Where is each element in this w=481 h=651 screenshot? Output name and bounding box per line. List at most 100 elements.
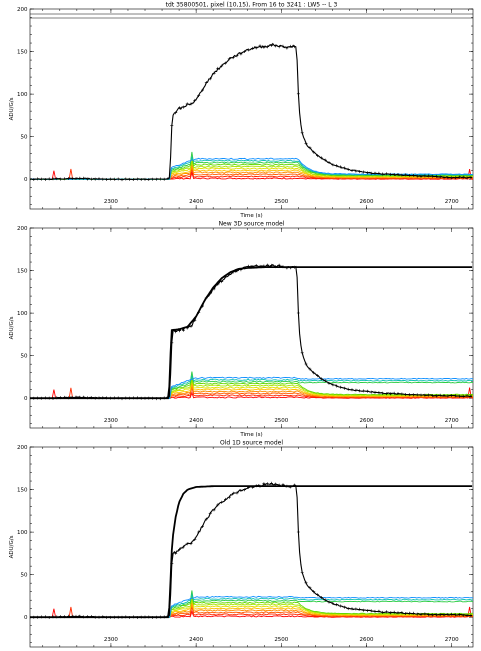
data-point: [419, 612, 423, 616]
data-point: [174, 330, 178, 334]
data-point: [197, 530, 201, 534]
data-point: [308, 146, 312, 150]
data-point: [408, 173, 411, 177]
data-point: [304, 141, 308, 145]
data-point: [346, 607, 350, 611]
data-point: [97, 177, 101, 181]
data-point: [151, 177, 155, 181]
data-point: [450, 176, 454, 180]
data-point: [400, 392, 404, 396]
data-point: [89, 177, 93, 181]
data-point: [408, 393, 411, 397]
data-point: [408, 611, 411, 615]
data-point: [404, 173, 408, 177]
data-point: [204, 81, 208, 85]
data-point: [327, 161, 331, 164]
data-point: [162, 177, 166, 181]
y-tick-label: 50: [21, 573, 28, 579]
data-point: [381, 172, 385, 176]
data-point: [339, 165, 342, 169]
data-point: [411, 393, 415, 397]
x-tick-label: 2300: [104, 637, 118, 643]
data-point: [377, 391, 381, 395]
data-point: [442, 613, 446, 617]
data-point: [316, 374, 319, 378]
data-point: [373, 390, 377, 394]
data-point: [243, 50, 247, 53]
x-tick-label: 2500: [274, 418, 288, 424]
data-point: [170, 124, 174, 128]
plot-frame: [29, 446, 474, 648]
y-axis-label: ADU/G/s: [9, 97, 15, 120]
data-point: [415, 612, 419, 616]
data-point: [63, 177, 66, 181]
data-point: [132, 178, 135, 181]
y-tick-label: 200: [17, 226, 28, 232]
data-point: [158, 177, 162, 181]
data-point: [47, 177, 51, 181]
data-point: [431, 613, 434, 617]
x-tick-label: 2500: [274, 199, 288, 205]
x-tick-label: 2300: [104, 199, 118, 205]
data-point: [189, 542, 193, 546]
data-point: [369, 609, 373, 613]
data-point: [427, 393, 431, 397]
y-tick-label: 200: [17, 7, 28, 13]
data-point: [385, 172, 388, 176]
data-point: [296, 92, 300, 96]
data-point: [362, 170, 365, 174]
data-point: [423, 393, 427, 397]
data-point: [304, 362, 308, 366]
data-point: [388, 392, 392, 396]
data-point: [427, 613, 431, 617]
data-point: [40, 177, 43, 181]
data-point: [369, 171, 373, 175]
data-point: [304, 581, 308, 585]
data-point: [427, 174, 431, 178]
data-point: [308, 586, 312, 590]
data-point: [415, 174, 419, 178]
y-axis-label: ADU/G/s: [9, 535, 15, 558]
data-point: [400, 611, 404, 615]
data-point: [419, 393, 423, 397]
data-point: [350, 388, 354, 392]
data-point: [423, 612, 427, 616]
data-point: [342, 386, 346, 390]
data-point: [296, 311, 300, 315]
data-point: [454, 176, 457, 180]
data-point: [51, 177, 55, 181]
data-point: [442, 175, 446, 179]
data-point: [461, 175, 465, 179]
data-point: [465, 613, 469, 617]
data-point: [220, 280, 224, 284]
data-point: [434, 613, 438, 617]
data-point: [216, 503, 220, 507]
data-point: [120, 178, 124, 182]
plot-area: [30, 481, 473, 619]
data-point: [457, 394, 461, 398]
x-tick-label: 2400: [189, 637, 203, 643]
data-point: [78, 176, 82, 180]
y-tick-label: 100: [17, 530, 28, 536]
data-point: [354, 169, 358, 173]
data-point: [216, 66, 220, 70]
data-point: [346, 387, 350, 391]
data-point: [369, 390, 373, 394]
data-point: [178, 547, 181, 551]
data-point: [243, 488, 247, 492]
data-point: [362, 608, 365, 612]
chart-title: Old 1D source model: [220, 440, 283, 447]
x-tick-label: 2400: [189, 418, 203, 424]
data-point: [277, 45, 281, 49]
data-point: [411, 173, 415, 177]
data-point: [392, 173, 396, 176]
y-tick-label: 150: [17, 50, 28, 56]
data-point: [220, 500, 224, 504]
data-point: [446, 176, 450, 180]
data-point: [66, 177, 70, 180]
data-point: [385, 610, 388, 614]
data-point: [273, 482, 277, 486]
data-point: [396, 173, 400, 176]
data-point: [270, 481, 273, 485]
